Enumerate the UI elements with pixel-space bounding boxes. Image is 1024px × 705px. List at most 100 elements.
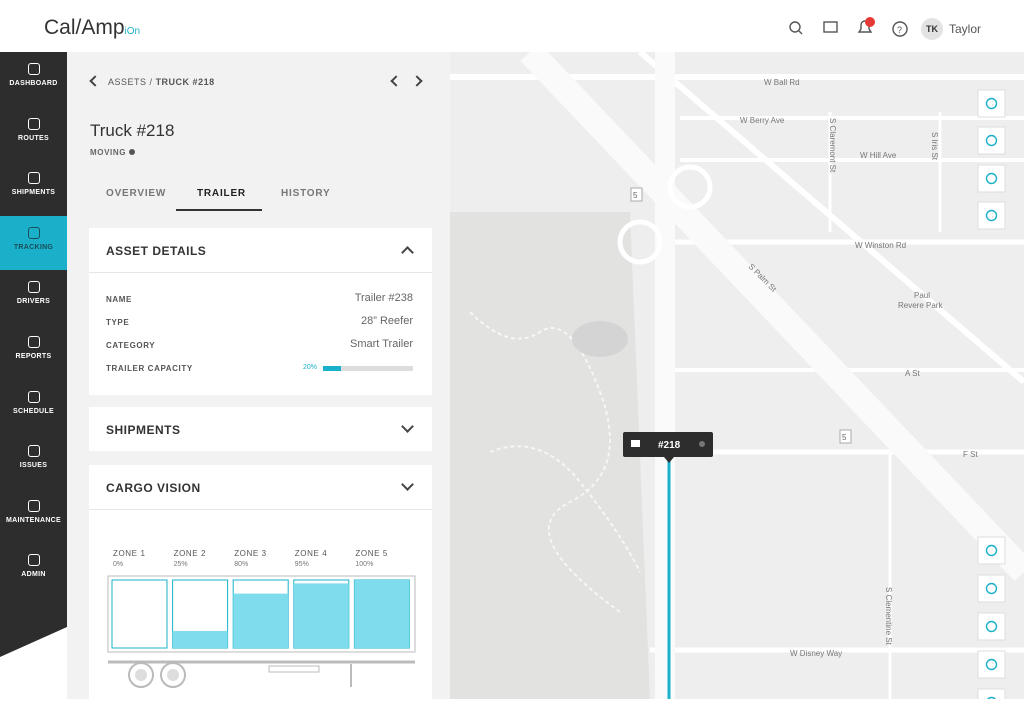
zone-value: 95% xyxy=(294,561,309,568)
zone-fill xyxy=(354,580,410,648)
zone-name: ZONE 4 xyxy=(294,549,328,558)
nav-icon xyxy=(27,117,40,130)
breadcrumb-separator: / xyxy=(149,77,153,87)
zone-name: ZONE 5 xyxy=(355,549,388,558)
zone-value: 80% xyxy=(234,561,249,568)
tab[interactable]: HISTORY xyxy=(281,188,331,199)
nav-item[interactable]: TRACKING xyxy=(0,215,67,270)
nav-icon xyxy=(27,499,40,512)
status: MOVING xyxy=(90,148,135,157)
nav-label: MAINTENANCE xyxy=(5,516,62,524)
roads xyxy=(450,52,1024,699)
zone-fill xyxy=(172,631,228,648)
user-name[interactable]: Taylor xyxy=(949,22,982,36)
back-button[interactable] xyxy=(89,75,101,87)
toolbar-icons: ? xyxy=(789,17,908,37)
map-button[interactable] xyxy=(977,201,1006,230)
zone-fill xyxy=(293,583,349,648)
map-button[interactable] xyxy=(977,688,1006,699)
map-button[interactable] xyxy=(977,126,1006,155)
map[interactable]: W Ball Rd W Berry Ave S Claremont St W H… xyxy=(450,52,1024,699)
zone-value: 100% xyxy=(355,561,374,568)
nav-item[interactable]: DASHBOARD xyxy=(0,52,67,106)
expand-button[interactable] xyxy=(401,478,414,491)
nav-item[interactable]: MAINTENANCE xyxy=(0,489,67,543)
nav-item[interactable]: ADMIN xyxy=(0,543,67,597)
map-button[interactable] xyxy=(977,89,1006,118)
vehicle-marker[interactable] xyxy=(623,432,713,457)
logo[interactable]: Cal/AmpiOn xyxy=(44,16,140,40)
nav-item[interactable]: SCHEDULE xyxy=(0,380,67,434)
nav-icon xyxy=(27,390,40,403)
nav-icon xyxy=(27,445,40,458)
help-icon[interactable] xyxy=(892,21,908,37)
street-label: S Clementine St xyxy=(884,587,893,646)
prev-button[interactable] xyxy=(390,75,402,87)
nav-icon xyxy=(27,63,40,75)
map-button[interactable] xyxy=(977,612,1006,641)
nav-icon xyxy=(27,226,40,239)
shipments-card[interactable]: SHIPMENTS xyxy=(89,407,432,451)
avatar[interactable]: TK xyxy=(921,18,943,40)
nav-item[interactable]: ROUTES xyxy=(0,107,67,161)
help-mark: ? xyxy=(897,25,902,35)
street-label: W Hill Ave xyxy=(860,151,897,160)
row-value: 28” Reefer xyxy=(361,315,413,327)
interstate-shield xyxy=(839,429,852,444)
next-button[interactable] xyxy=(411,75,423,87)
stadium xyxy=(572,321,628,357)
map-button-icon xyxy=(985,544,998,557)
expand-button[interactable] xyxy=(401,420,414,433)
interstate-shield xyxy=(630,187,643,202)
nav-item[interactable]: DRIVERS xyxy=(0,270,67,324)
map-button[interactable] xyxy=(977,536,1006,565)
collapse-button[interactable] xyxy=(401,246,414,259)
sidebar: DASHBOARD ROUTES SHIPMENTS TRACKING DRIVERS R… xyxy=(0,52,67,657)
top-bar: Cal/AmpiOn ? TK Taylor xyxy=(0,0,1024,53)
map-button-icon xyxy=(985,134,998,147)
row-label: NAME xyxy=(106,295,132,304)
map-button-icon xyxy=(985,620,998,633)
divider xyxy=(89,272,432,273)
nav-item[interactable]: SHIPMENTS xyxy=(0,161,67,215)
capacity-track xyxy=(323,366,413,371)
map-button[interactable] xyxy=(977,574,1006,603)
row-label: TRAILER CAPACITY xyxy=(106,364,193,373)
asset-title: Truck #218 xyxy=(90,121,175,140)
map-button-icon xyxy=(985,582,998,595)
map-button-icon xyxy=(985,172,998,185)
truck-icon xyxy=(631,440,640,447)
chat-icon[interactable] xyxy=(823,21,838,33)
tab[interactable]: OVERVIEW xyxy=(106,188,167,199)
nav-icon xyxy=(27,554,40,567)
street-label: F St xyxy=(963,450,978,459)
card-title: SHIPMENTS xyxy=(106,423,181,437)
notification-badge xyxy=(865,17,875,27)
search-icon[interactable] xyxy=(789,21,801,33)
nav-icon xyxy=(27,281,40,294)
nav-label: REPORTS xyxy=(15,353,52,360)
street-label: W Ball Rd xyxy=(764,78,800,87)
tab[interactable]: TRAILER xyxy=(197,188,246,199)
map-button-icon xyxy=(985,209,998,222)
map-button[interactable] xyxy=(977,650,1006,679)
nav-label: SHIPMENTS xyxy=(11,189,56,197)
shield-label: 5 xyxy=(633,191,638,200)
nav-item[interactable]: REPORTS xyxy=(0,325,67,379)
breadcrumb-current: TRUCK #218 xyxy=(155,77,215,87)
map-button[interactable] xyxy=(977,164,1006,193)
street-label: W Berry Ave xyxy=(740,116,785,125)
street-label: W Winston Rd xyxy=(855,241,906,250)
cargo-vision-card: CARGO VISION ZONE 1 0% ZONE 2 25% ZONE 3 80% Z… xyxy=(89,465,432,705)
row-label: TYPE xyxy=(106,318,130,327)
status-dot xyxy=(699,441,705,447)
nav-item[interactable]: ISSUES xyxy=(0,434,67,488)
zone-name: ZONE 2 xyxy=(173,549,207,558)
breadcrumb-link[interactable]: ASSETS xyxy=(108,77,147,87)
vehicle-label: #218 xyxy=(658,440,681,451)
status-text: MOVING xyxy=(90,148,127,157)
card-title: CARGO VISION xyxy=(106,481,201,495)
shield-label: 5 xyxy=(842,433,847,442)
street-label: S Iris St xyxy=(930,132,939,161)
asset-panel: ASSETS / TRUCK #218 Truck #218 MOVING AS… xyxy=(67,52,450,705)
